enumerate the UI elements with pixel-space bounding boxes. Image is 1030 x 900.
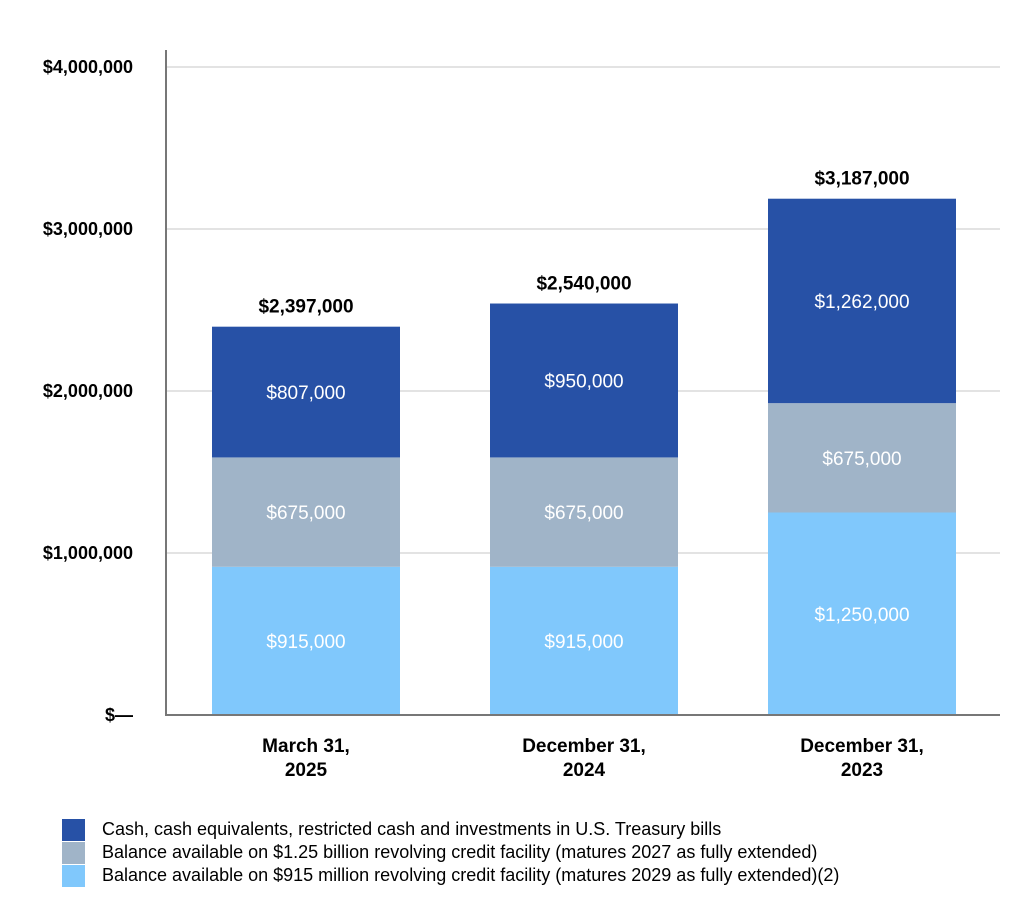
bar-segment bbox=[212, 457, 400, 567]
bar-segment bbox=[490, 457, 678, 567]
bar-segment bbox=[212, 326, 400, 458]
legend: Cash, cash equivalents, restricted cash … bbox=[62, 818, 839, 887]
data-label: $1,262,000 bbox=[814, 292, 909, 313]
legend-item-915m-facility: Balance available on $915 million revolv… bbox=[62, 864, 839, 887]
data-label: $675,000 bbox=[266, 503, 345, 524]
data-label: $807,000 bbox=[266, 383, 345, 404]
x-tick-label: December 31, bbox=[800, 736, 924, 757]
total-label: $3,187,000 bbox=[814, 169, 909, 190]
data-label: $675,000 bbox=[822, 449, 901, 470]
bar-segment bbox=[490, 566, 678, 715]
bar-segment bbox=[768, 198, 956, 404]
legend-swatch-cash bbox=[62, 818, 85, 841]
legend-item-cash: Cash, cash equivalents, restricted cash … bbox=[62, 818, 839, 841]
y-tick-label: $4,000,000 bbox=[43, 57, 133, 77]
legend-label-cash: Cash, cash equivalents, restricted cash … bbox=[102, 819, 722, 839]
data-label: $915,000 bbox=[544, 632, 623, 653]
data-label: $950,000 bbox=[544, 371, 623, 392]
data-label: $915,000 bbox=[266, 632, 345, 653]
y-tick-label: $3,000,000 bbox=[43, 219, 133, 239]
x-tick-label: 2025 bbox=[285, 760, 328, 781]
data-label: $675,000 bbox=[544, 503, 623, 524]
total-label: $2,540,000 bbox=[536, 274, 631, 295]
legend-item-125b-facility: Balance available on $1.25 billion revol… bbox=[62, 841, 839, 864]
bar-segment bbox=[490, 303, 678, 458]
total-label: $2,397,000 bbox=[258, 297, 353, 318]
legend-label-915m-facility: Balance available on $915 million revolv… bbox=[102, 865, 840, 885]
stacked-bar-chart: $— $1,000,000 $2,000,000 $3,000,000 $4,000,0… bbox=[43, 50, 1000, 781]
y-tick-label: $— bbox=[105, 705, 133, 725]
x-tick-label: 2023 bbox=[841, 760, 883, 781]
legend-swatch-125b-facility bbox=[62, 841, 85, 864]
data-label: $1,250,000 bbox=[814, 605, 909, 626]
bar-segment bbox=[768, 403, 956, 513]
bar-segment bbox=[768, 512, 956, 715]
y-tick-label: $1,000,000 bbox=[43, 543, 133, 563]
x-tick-label: 2024 bbox=[563, 760, 606, 781]
x-tick-label: March 31, bbox=[262, 736, 350, 757]
legend-swatch-915m-facility bbox=[62, 864, 85, 887]
y-tick-label: $2,000,000 bbox=[43, 381, 133, 401]
bar-segment bbox=[212, 566, 400, 715]
x-tick-label: December 31, bbox=[522, 736, 646, 757]
legend-label-125b-facility: Balance available on $1.25 billion revol… bbox=[102, 842, 818, 862]
